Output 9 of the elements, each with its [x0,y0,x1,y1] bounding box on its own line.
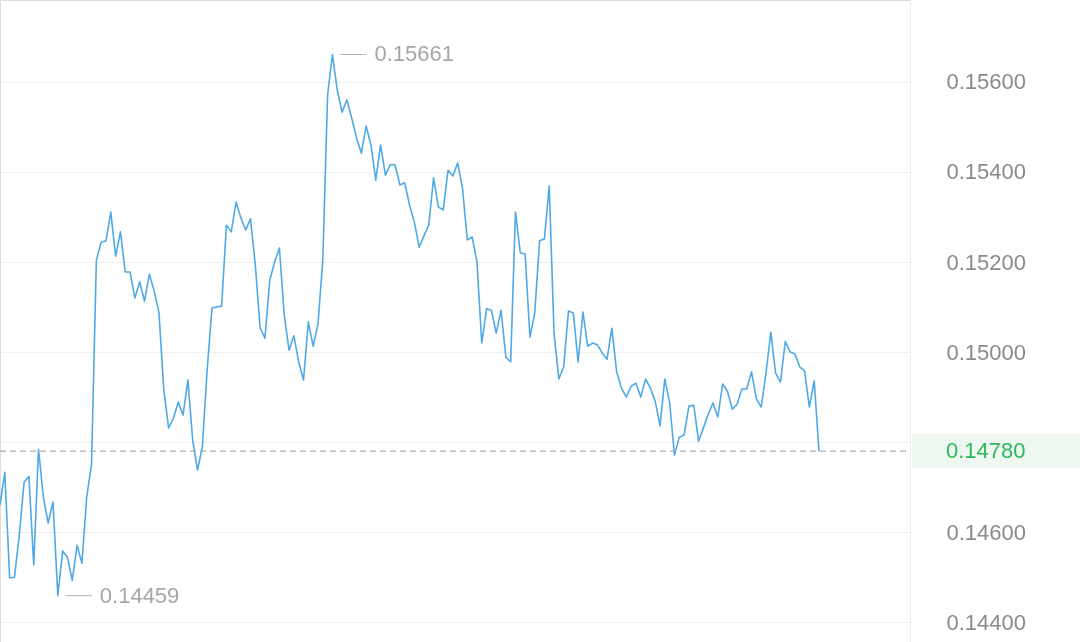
ref-line-label: 0.14780 [946,438,1026,464]
y-tick-label: 0.15200 [946,249,1027,275]
y-tick-label: 0.14400 [946,609,1027,635]
y-tick-label: 0.15400 [946,159,1027,185]
annotation: 0.14459 [99,582,180,608]
y-tick-label: 0.15000 [946,339,1027,365]
y-tick-label: 0.14600 [946,519,1027,545]
annotation: 0.15661 [374,41,454,67]
y-tick-label: 0.15600 [946,69,1027,95]
